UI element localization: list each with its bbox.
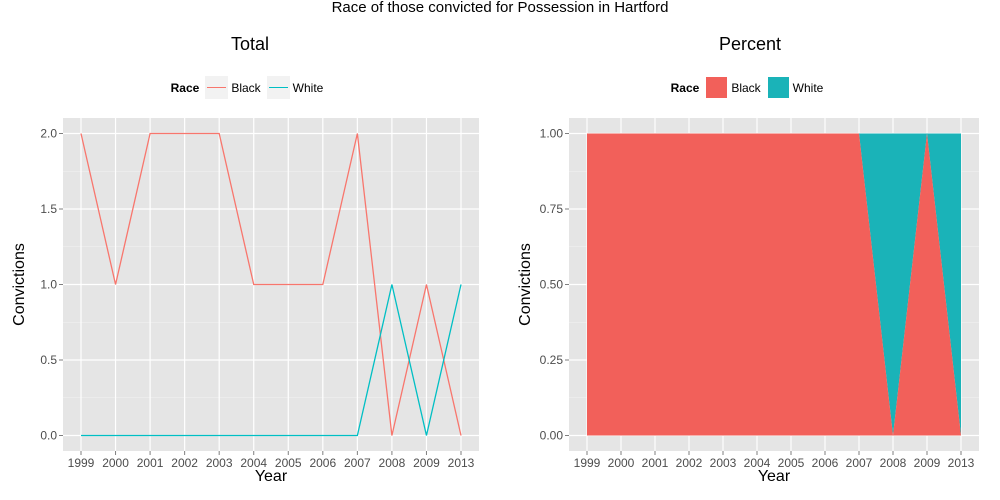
x-tick-label: 2000	[608, 456, 635, 470]
x-tick-label: 2009	[914, 456, 941, 470]
y-tick-label: 1.5	[40, 202, 57, 216]
x-tick-label: 2006	[309, 456, 336, 470]
y-tick-label: 0.5	[40, 353, 57, 367]
legend-percent: Race Black White	[500, 76, 1000, 99]
x-tick-label: 2001	[642, 456, 669, 470]
x-tick-label: 2005	[778, 456, 805, 470]
total-plot: 0.0 0.5 1.0 1.5 2.0 1999 2000 2001 2002 2003 2004 2…	[11, 118, 479, 485]
series-line-black	[80, 132, 462, 436]
legend-label-white: White	[792, 80, 824, 95]
x-tick-label: 2000	[102, 456, 129, 470]
y-tick-label: 0.50	[540, 278, 564, 292]
y-tick-label: 0.0	[40, 429, 57, 443]
x-tick-label: 2002	[676, 456, 703, 470]
x-tick-label: 2013	[448, 456, 475, 470]
y-tick-label: 0.75	[540, 202, 564, 216]
legend-key-white	[766, 76, 790, 99]
x-axis-label: Year	[758, 468, 791, 485]
y-tick-label: 0.00	[540, 429, 564, 443]
percent-panel: Percent Race Black White 0.00 0.25 0.50 0.7…	[500, 24, 1000, 500]
x-tick-label: 2001	[137, 456, 164, 470]
series-line-white	[81, 284, 462, 437]
x-tick-label: 2004	[744, 456, 771, 470]
y-axis-label: Convictions	[11, 243, 28, 326]
x-tick-label: 2007	[846, 456, 873, 470]
legend-label-black: Black	[231, 80, 261, 95]
total-panel: Total Race Black White 0.0 0.5 1.0 1.5 2.0 19…	[0, 24, 500, 500]
y-tick-label: 2.0	[40, 127, 57, 141]
x-tick-label: 1999	[68, 456, 95, 470]
legend-total: Race Black White	[0, 76, 500, 99]
legend-key-black	[205, 76, 229, 99]
x-axis-label: Year	[255, 468, 288, 485]
x-tick-label: 2005	[275, 456, 302, 470]
x-tick-label: 2003	[710, 456, 737, 470]
x-tick-label: 1999	[574, 456, 601, 470]
x-tick-label: 2006	[812, 456, 839, 470]
legend-key-white	[266, 76, 290, 99]
x-tick-label: 2002	[171, 456, 198, 470]
series-area-black	[587, 133, 961, 436]
x-tick-label: 2007	[344, 456, 371, 470]
legend-title: Race	[170, 80, 200, 95]
y-axis-label: Convictions	[517, 243, 534, 326]
y-tick-label: 0.25	[540, 353, 564, 367]
figure-title: Race of those convicted for Possession i…	[331, 0, 669, 16]
x-tick-label: 2008	[880, 456, 907, 470]
percent-plot: 0.00 0.25 0.50 0.75 1.00 1999 2000 2001 2002 2003…	[517, 118, 979, 485]
legend-label-black: Black	[731, 80, 761, 95]
x-tick-label: 2004	[240, 456, 267, 470]
panel-title-percent: Percent	[718, 34, 782, 54]
x-tick-label: 2013	[948, 456, 975, 470]
x-tick-label: 2008	[379, 456, 406, 470]
y-tick-label: 1.0	[40, 278, 57, 292]
x-tick-label: 2003	[206, 456, 233, 470]
panel-title-total: Total	[230, 34, 270, 54]
x-tick-label: 2009	[413, 456, 440, 470]
legend-title: Race	[670, 80, 700, 95]
y-tick-label: 1.00	[540, 127, 564, 141]
legend-key-black	[705, 76, 729, 99]
legend-label-white: White	[292, 80, 324, 95]
